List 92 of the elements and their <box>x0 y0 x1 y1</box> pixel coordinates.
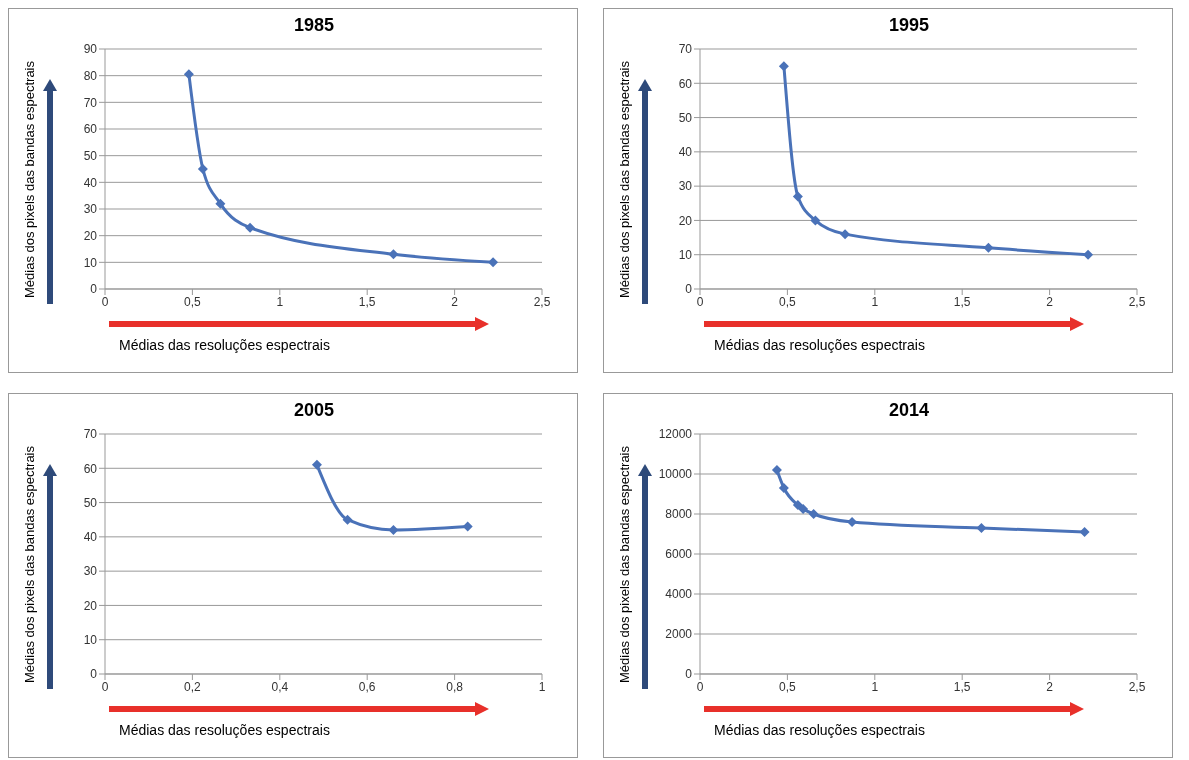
y-tick-label: 10000 <box>658 467 693 482</box>
y-tick-label: 30 <box>83 202 98 217</box>
y-tick-label: 70 <box>678 42 693 57</box>
y-tick-label: 20 <box>83 598 98 613</box>
x-tick-label: 1 <box>871 679 879 694</box>
chart-title: 2014 <box>887 400 930 421</box>
point <box>798 504 809 514</box>
x-tick-label: 2 <box>1046 679 1054 694</box>
x-tick-label: 0,5 <box>779 679 797 694</box>
y-axis-title: Médias dos pixels das bandas espectrais <box>22 60 38 298</box>
y-tick-label: 8000 <box>665 507 693 522</box>
x-axis-title: Médias das resoluções espectrais <box>714 337 925 353</box>
y-tick-label: 0 <box>685 667 693 682</box>
x-tick-label: 1 <box>276 294 284 309</box>
point <box>1083 249 1094 260</box>
y-tick-label: 2000 <box>665 627 693 642</box>
y-tick-label: 20 <box>83 228 98 243</box>
point <box>976 523 987 533</box>
y-axis-title: Médias dos pixels das bandas espectrais <box>22 445 38 683</box>
y-tick-label: 0 <box>90 667 98 682</box>
y-tick-label: 0 <box>90 282 98 297</box>
y-tick-label: 30 <box>678 179 693 194</box>
x-tick-label: 0,5 <box>184 294 202 309</box>
x-tick-label: 0,4 <box>271 679 289 694</box>
x-tick-label: 0,8 <box>446 679 464 694</box>
y-tick-label: 60 <box>83 461 98 476</box>
point <box>388 525 399 535</box>
x-tick-label: 0 <box>696 679 704 694</box>
y-tick-label: 90 <box>83 42 98 57</box>
x-axis-title: Médias das resoluções espectrais <box>119 722 330 738</box>
y-tick-label: 50 <box>678 110 693 125</box>
point <box>462 521 473 532</box>
y-tick-label: 50 <box>83 495 98 510</box>
x-tick-label: 1,5 <box>953 294 971 309</box>
point <box>1079 527 1090 537</box>
x-tick-label: 0 <box>696 294 704 309</box>
point <box>808 509 819 519</box>
point <box>840 229 851 240</box>
point <box>792 500 803 510</box>
y-tick-label: 50 <box>83 148 98 163</box>
y-tick-label: 80 <box>83 68 98 83</box>
x-tick-label: 2,5 <box>533 294 551 309</box>
y-tick-label: 0 <box>685 282 693 297</box>
y-tick-label: 20 <box>678 213 693 228</box>
y-tick-label: 10 <box>83 632 98 647</box>
x-tick-label: 1 <box>871 294 879 309</box>
y-tick-label: 10 <box>678 247 693 262</box>
x-tick-label: 0,5 <box>779 294 797 309</box>
y-tick-label: 60 <box>83 122 98 137</box>
point <box>183 69 194 80</box>
point <box>983 242 994 253</box>
chart-title: 1985 <box>292 15 335 36</box>
chart-title: 1995 <box>887 15 930 36</box>
y-tick-label: 40 <box>678 145 693 160</box>
point <box>311 459 322 470</box>
x-tick-label: 0 <box>101 294 109 309</box>
y-tick-label: 6000 <box>665 547 693 562</box>
y-tick-label: 4000 <box>665 587 693 602</box>
point <box>778 483 789 493</box>
y-tick-label: 70 <box>83 427 98 442</box>
x-tick-label: 0,2 <box>184 679 202 694</box>
point <box>810 215 821 226</box>
x-tick-label: 0,6 <box>358 679 376 694</box>
y-tick-label: 30 <box>83 564 98 579</box>
x-tick-label: 2,5 <box>1128 679 1146 694</box>
y-tick-label: 40 <box>83 530 98 545</box>
point <box>197 164 208 174</box>
y-axis-title: Médias dos pixels das bandas espectrais <box>617 60 633 298</box>
x-tick-label: 1 <box>538 679 546 694</box>
x-tick-label: 2 <box>1046 294 1054 309</box>
y-tick-label: 60 <box>678 76 693 91</box>
x-tick-label: 1,5 <box>953 679 971 694</box>
point <box>388 249 399 260</box>
x-tick-label: 2,5 <box>1128 294 1146 309</box>
x-axis-title: Médias das resoluções espectrais <box>119 337 330 353</box>
y-tick-label: 70 <box>83 95 98 110</box>
point <box>342 514 353 525</box>
y-axis-title: Médias dos pixels das bandas espectrais <box>617 445 633 683</box>
x-tick-label: 1,5 <box>358 294 376 309</box>
point <box>778 61 789 72</box>
chart-title: 2005 <box>292 400 335 421</box>
y-tick-label: 10 <box>83 255 98 270</box>
point <box>792 191 803 202</box>
point <box>771 465 782 475</box>
point <box>245 222 256 233</box>
y-tick-label: 12000 <box>658 427 693 442</box>
y-tick-label: 40 <box>83 175 98 190</box>
point <box>215 198 226 209</box>
point <box>488 257 499 268</box>
x-axis-title: Médias das resoluções espectrais <box>714 722 925 738</box>
x-tick-label: 2 <box>451 294 459 309</box>
x-tick-label: 0 <box>101 679 109 694</box>
